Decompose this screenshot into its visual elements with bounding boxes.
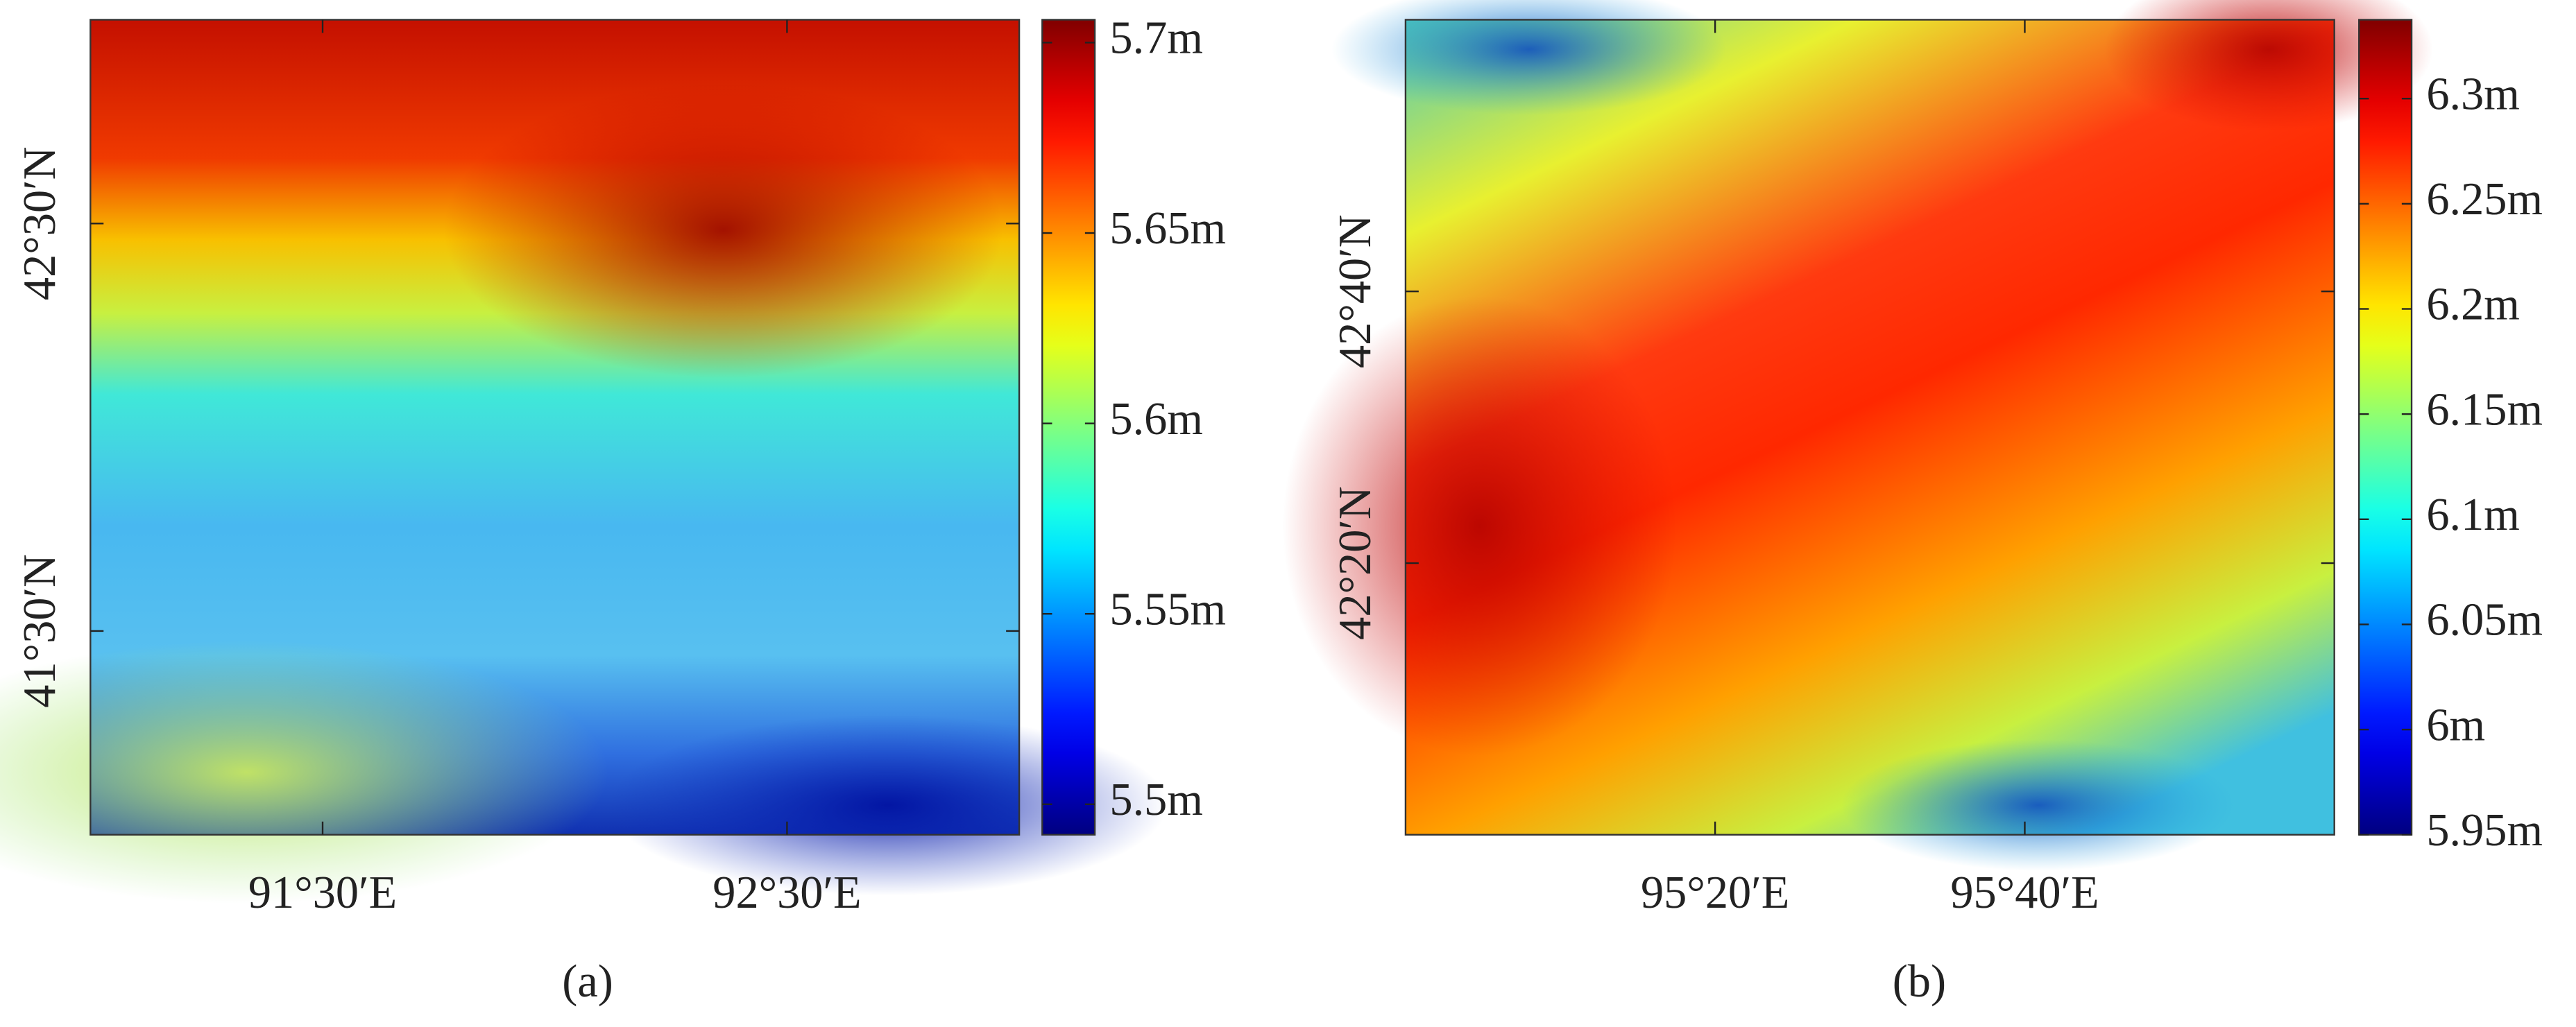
map-image-b bbox=[1282, 0, 2433, 871]
colorbar-tick-label: 6m bbox=[2426, 700, 2485, 750]
x-tick-label: 95°20′E bbox=[1641, 868, 1789, 918]
panel-caption: (b) bbox=[1893, 956, 1946, 1007]
y-tick-label: 41°30′N bbox=[15, 554, 65, 708]
colorbar-tick-label: 6.1m bbox=[2426, 490, 2520, 540]
colorbar bbox=[1041, 19, 1096, 836]
y-tick-label: 42°40′N bbox=[1330, 214, 1381, 368]
colorbar-tick-label: 6.2m bbox=[2426, 279, 2520, 330]
colorbar-tick-label: 5.5m bbox=[1109, 775, 1203, 825]
colorbar-tick-label: 5.65m bbox=[1109, 203, 1226, 254]
x-tick-label: 95°40′E bbox=[1950, 868, 2099, 918]
panel-caption: (a) bbox=[562, 956, 613, 1007]
x-tick-label: 91°30′E bbox=[248, 868, 397, 918]
colorbar-tick-label: 6.3m bbox=[2426, 69, 2520, 119]
colorbar-tick-label: 5.6m bbox=[1109, 394, 1203, 445]
x-tick-label: 92°30′E bbox=[713, 868, 861, 918]
colorbar-tick-label: 6.05m bbox=[2426, 595, 2543, 646]
colorbar-tick-label: 5.7m bbox=[1109, 13, 1203, 64]
map-frame bbox=[89, 19, 1021, 836]
colorbar-tick-label: 6.15m bbox=[2426, 384, 2543, 435]
colorbar-tick-label: 5.95m bbox=[2426, 805, 2543, 856]
colorbar-tick-label: 5.55m bbox=[1109, 584, 1226, 635]
map-image-a bbox=[0, 19, 1168, 904]
y-tick-label: 42°20′N bbox=[1330, 486, 1381, 640]
map-frame bbox=[1404, 19, 2335, 836]
colorbar-tick-label: 6.25m bbox=[2426, 174, 2543, 225]
colorbar bbox=[2358, 19, 2413, 836]
y-tick-label: 42°30′N bbox=[15, 146, 65, 300]
